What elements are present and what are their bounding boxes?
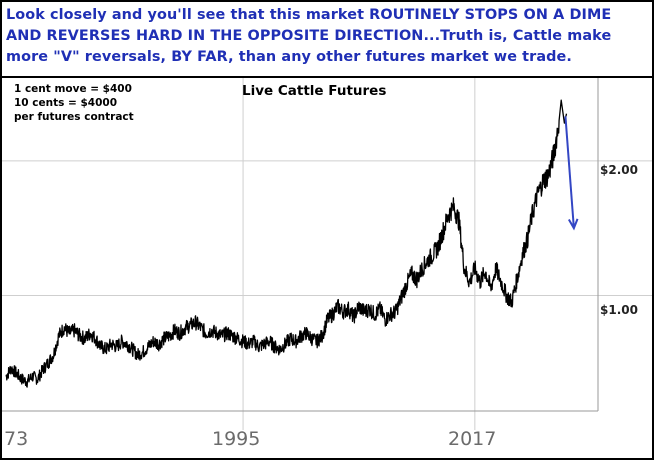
note-line-1: 1 cent move = $400 bbox=[14, 83, 132, 95]
header-line-1: Look closely and you'll see that this ma… bbox=[6, 7, 612, 23]
arrow-shaft bbox=[564, 116, 575, 229]
contract-note: 1 cent move = $400 10 cents = $4000 per … bbox=[14, 82, 134, 124]
x-tick-label-3: 2017 bbox=[448, 428, 497, 450]
note-line-3: per futures contract bbox=[14, 111, 134, 123]
header-divider bbox=[2, 76, 652, 78]
y-tick-label-1: $1.00 bbox=[600, 303, 638, 317]
x-tick-label-2: 1995 bbox=[212, 428, 261, 450]
y-tick-label-2: $2.00 bbox=[600, 163, 638, 177]
chart-title: Live Cattle Futures bbox=[242, 83, 387, 99]
price-series bbox=[5, 99, 568, 388]
arrow-head bbox=[567, 218, 579, 231]
note-line-2: 10 cents = $4000 bbox=[14, 97, 117, 109]
price-chart bbox=[2, 78, 652, 430]
header-caption: Look closely and you'll see that this ma… bbox=[6, 5, 646, 77]
header-line-2: AND REVERSES HARD IN THE OPPOSITE DIRECT… bbox=[6, 28, 612, 44]
x-tick-label-1: 73 bbox=[4, 428, 29, 450]
header-line-3: more "V" reversals, BY FAR, than any oth… bbox=[6, 49, 572, 65]
price-line bbox=[5, 99, 568, 388]
down-arrow-annotation bbox=[564, 116, 579, 231]
chart-grid bbox=[2, 78, 652, 430]
